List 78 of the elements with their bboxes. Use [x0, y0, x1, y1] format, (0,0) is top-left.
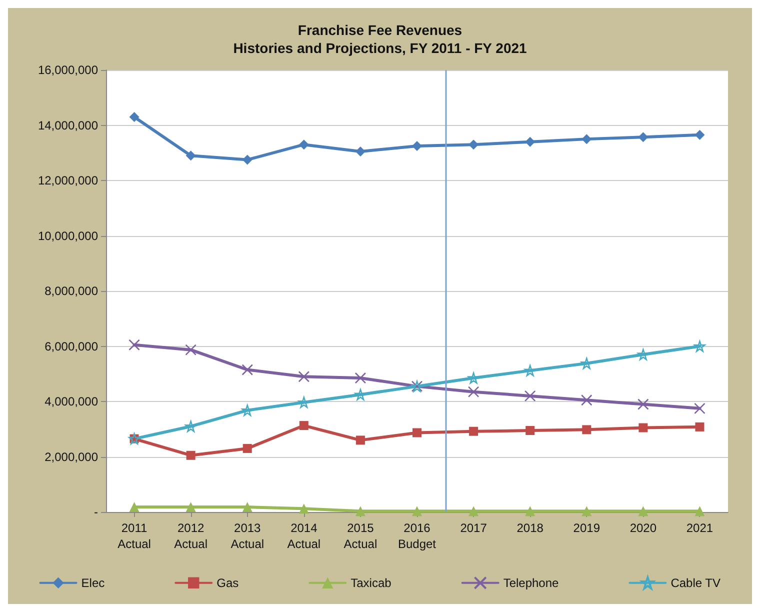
- point: [186, 450, 196, 460]
- point: [525, 136, 536, 147]
- point: [128, 339, 140, 351]
- x-tick-label: 2020: [630, 521, 657, 535]
- y-tick-label: 2,000,000: [44, 450, 98, 464]
- point: [582, 134, 592, 144]
- point: [298, 140, 309, 150]
- point: [582, 425, 592, 434]
- x-tick-label: 2019: [573, 521, 600, 535]
- y-tick-label: -: [94, 505, 98, 519]
- legend-label: Telephone: [503, 576, 560, 590]
- point: [186, 502, 196, 512]
- point: [298, 504, 309, 514]
- y-tick-label: 12,000,000: [38, 174, 98, 188]
- point: [299, 421, 308, 430]
- point: [412, 140, 422, 151]
- point: [694, 130, 705, 140]
- chart-title: Franchise Fee Revenues: [298, 22, 462, 38]
- point: [129, 112, 140, 122]
- point: [694, 340, 706, 352]
- point: [582, 506, 592, 516]
- legend-label: Cable TV: [670, 576, 721, 590]
- point: [242, 364, 254, 376]
- point: [298, 396, 310, 408]
- point: [468, 140, 479, 150]
- point: [129, 502, 140, 512]
- point: [524, 390, 536, 402]
- legend-label: Elec: [81, 576, 105, 590]
- point: [355, 506, 366, 516]
- point: [412, 428, 422, 438]
- x-tick-label: 2015 Actual: [344, 521, 378, 551]
- x-tick-label: 2013 Actual: [230, 521, 264, 551]
- legend-label: Taxicab: [350, 576, 392, 590]
- x-tick-label: 2017: [460, 521, 488, 535]
- y-tick-label: 16,000,000: [38, 63, 98, 77]
- x-tick-label: 2012 Actual: [174, 521, 208, 551]
- y-tick-label: 6,000,000: [44, 339, 98, 354]
- point: [242, 154, 252, 165]
- point: [638, 348, 649, 360]
- point: [185, 420, 196, 432]
- point: [242, 404, 254, 416]
- point: [354, 388, 366, 400]
- point: [694, 506, 705, 516]
- point: [524, 364, 536, 376]
- point: [695, 422, 704, 432]
- point: [580, 358, 592, 370]
- point: [638, 506, 648, 516]
- y-tick-label: 14,000,000: [38, 118, 98, 132]
- point: [354, 372, 366, 384]
- point: [638, 398, 649, 410]
- chart-subtitle: Histories and Projections, FY 2011 - FY 2021: [233, 40, 528, 56]
- y-tick-label: 4,000,000: [44, 394, 98, 408]
- x-tick-label: 2016 Budget: [398, 521, 437, 551]
- point: [356, 436, 365, 445]
- point: [638, 132, 648, 142]
- y-tick-label: 10,000,000: [38, 228, 98, 243]
- point: [525, 506, 536, 516]
- point: [298, 370, 310, 382]
- point: [468, 372, 480, 384]
- x-tick-label: 2021: [686, 521, 714, 535]
- point: [185, 344, 196, 356]
- point: [694, 402, 706, 414]
- x-tick-label: 2011 Actual: [118, 521, 151, 551]
- point: [186, 150, 196, 161]
- point: [580, 394, 592, 406]
- point: [412, 506, 422, 516]
- legend-label: Gas: [216, 576, 239, 590]
- y-tick-label: 8,000,000: [44, 284, 98, 298]
- x-tick-label: 2014 Actual: [287, 521, 321, 551]
- point: [468, 386, 480, 398]
- point: [468, 506, 479, 516]
- point: [469, 426, 478, 436]
- point: [638, 423, 648, 432]
- point: [242, 502, 252, 512]
- point: [355, 146, 366, 156]
- point: [242, 444, 252, 453]
- point: [526, 426, 535, 436]
- x-tick-label: 2018: [516, 521, 544, 535]
